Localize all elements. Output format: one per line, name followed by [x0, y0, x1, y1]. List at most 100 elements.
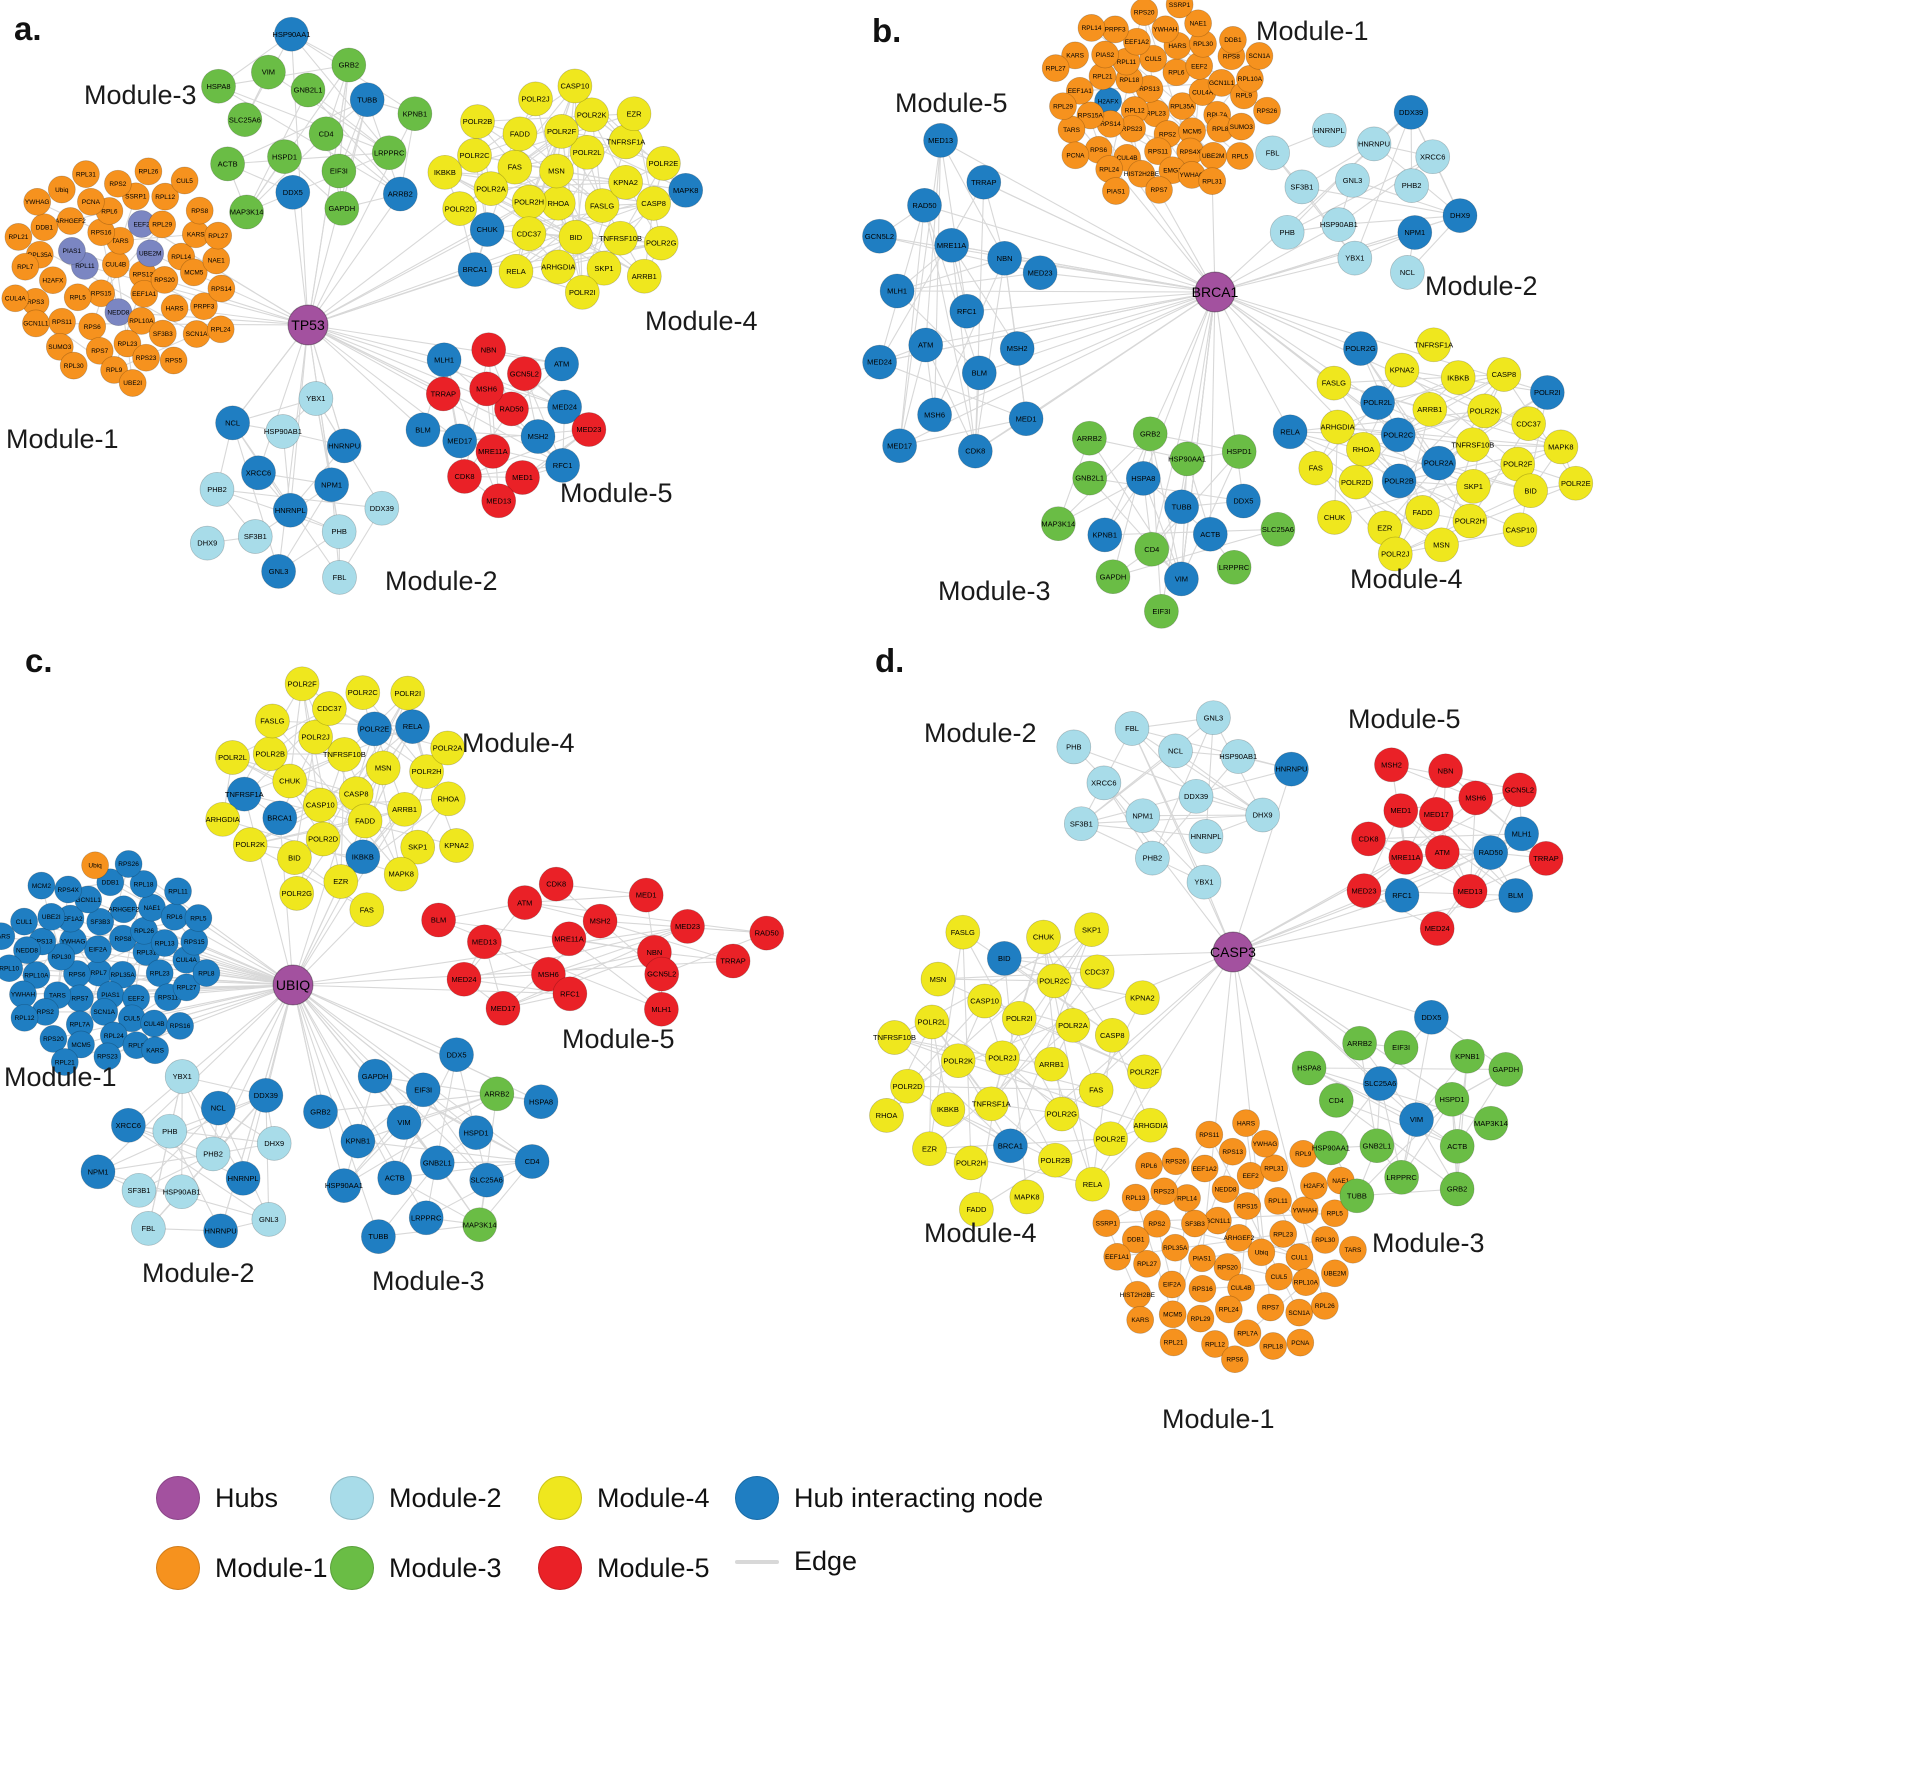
node-circle: [1321, 1259, 1349, 1288]
node-label: FASLG: [260, 717, 284, 726]
edge: [925, 344, 976, 452]
node-circle: [644, 991, 679, 1027]
node-EIF2A: EIF2A: [1158, 1270, 1186, 1299]
node-IKBKB: IKBKB: [345, 839, 381, 875]
node-KPNA2: KPNA2: [1125, 980, 1160, 1016]
node-label: SCN1A: [1288, 1310, 1310, 1317]
module-label-module-1-d: Module-1: [1162, 1404, 1275, 1434]
node-DDX39: DDX39: [364, 490, 400, 526]
node-RPL27: RPL27: [204, 221, 233, 250]
node-label: RPL12: [155, 194, 175, 201]
node-circle: [255, 703, 290, 739]
node-ARRB1: ARRB1: [387, 791, 422, 827]
node-PHB2: PHB2: [1394, 168, 1429, 203]
node-label: BLM: [431, 916, 446, 925]
node-NCL: NCL: [215, 405, 250, 441]
node-label: CUL1: [16, 919, 33, 926]
node-DDX39: DDX39: [248, 1078, 284, 1113]
node-label: POLR2D: [445, 204, 476, 213]
node-XRCC6: XRCC6: [241, 455, 276, 491]
node-circle: [303, 1094, 338, 1130]
node-label: PHB2: [1143, 854, 1163, 863]
node-label: NAE1: [208, 258, 225, 265]
node-label: RPS8: [1223, 54, 1240, 61]
node-TRRAP: TRRAP: [966, 164, 1002, 200]
node-circle: [272, 763, 308, 799]
node-BLM: BLM: [405, 412, 441, 448]
node-label: PHB2: [203, 1150, 223, 1159]
node-label: UBE2I: [42, 914, 61, 921]
node-EIF3I: EIF3I: [1144, 593, 1179, 629]
node-GCN5L2: GCN5L2: [644, 956, 680, 992]
module-label-module-5-c: Module-5: [562, 1024, 675, 1054]
node-label: H2AFX: [42, 277, 64, 284]
legend-label-module-1: Module-1: [215, 1552, 328, 1583]
node-label: RPL23: [1273, 1231, 1293, 1238]
node-circle: [1159, 1328, 1188, 1357]
node-ARRB1: ARRB1: [1034, 1046, 1069, 1082]
node-circle: [1125, 980, 1160, 1016]
node-circle: [284, 666, 320, 702]
node-label: YWHAH: [1153, 27, 1178, 34]
node-MED24: MED24: [446, 961, 482, 997]
legend-item-edge: Edge: [735, 1546, 857, 1577]
node-label: ARRB1: [1417, 405, 1442, 414]
node-circle: [1001, 1000, 1037, 1036]
node-circle: [1103, 1242, 1132, 1271]
node-label: POLR2I: [569, 288, 596, 297]
node-label: DHX9: [264, 1139, 284, 1148]
node-DHX9: DHX9: [256, 1126, 292, 1161]
node-label: DDX39: [1399, 108, 1423, 117]
edge: [227, 152, 390, 165]
node-CD4: CD4: [514, 1144, 550, 1179]
hub-edge: [292, 984, 345, 1186]
node-circle: [237, 519, 273, 554]
node-circle: [1311, 1226, 1340, 1254]
edge: [1160, 458, 1188, 612]
node-label: KPNB1: [1092, 531, 1117, 540]
node-label: MSH6: [1465, 794, 1486, 803]
node-circle: [1188, 1244, 1216, 1273]
node-label: NBN: [997, 254, 1013, 263]
node-label: RPS20: [43, 1036, 64, 1043]
node-label: EEF2: [128, 995, 145, 1002]
hub-edge: [1103, 782, 1234, 953]
node-MED1: MED1: [1008, 401, 1044, 437]
node-POLR2J: POLR2J: [985, 1040, 1020, 1076]
node-RAD50: RAD50: [907, 187, 942, 223]
node-circle: [327, 737, 362, 772]
node-label: MAPK8: [1014, 1193, 1039, 1202]
node-RPL35A: RPL35A: [108, 960, 137, 989]
node-circle: [1320, 1199, 1349, 1228]
node-RPS23: RPS23: [1150, 1177, 1179, 1206]
node-circle: [114, 850, 143, 878]
node-label: YWHAG: [1180, 172, 1205, 179]
legend-item-hubs: Hubs: [156, 1476, 278, 1520]
hub-edge: [292, 984, 359, 1142]
node-circle: [150, 929, 179, 957]
node-circle: [993, 1128, 1028, 1164]
node-label: GNL3: [1204, 713, 1224, 722]
node-RPL30: RPL30: [47, 942, 76, 971]
node-circle: [118, 369, 147, 397]
node-circle: [290, 72, 326, 108]
node-MSH2: MSH2: [520, 419, 556, 454]
node-EZR: EZR: [323, 864, 359, 899]
edge: [1334, 463, 1518, 518]
node-label: HSP90AB1: [1320, 220, 1358, 229]
node-circle: [1198, 167, 1227, 195]
node-circle: [1049, 92, 1077, 121]
node-circle: [1034, 1046, 1069, 1082]
node-RPL5: RPL5: [1226, 142, 1254, 170]
node-HSPD1: HSPD1: [267, 139, 302, 174]
node-circle: [1216, 549, 1252, 585]
hub-edge: [217, 984, 294, 1109]
node-CUL4A: CUL4A: [1, 284, 30, 313]
node-label: POLR2B: [463, 117, 493, 126]
edge: [290, 33, 390, 154]
hub-edge: [1104, 291, 1216, 536]
hub-edge: [1214, 291, 1244, 502]
node-label: GNL3: [1343, 176, 1363, 185]
hub-edge: [278, 324, 309, 572]
